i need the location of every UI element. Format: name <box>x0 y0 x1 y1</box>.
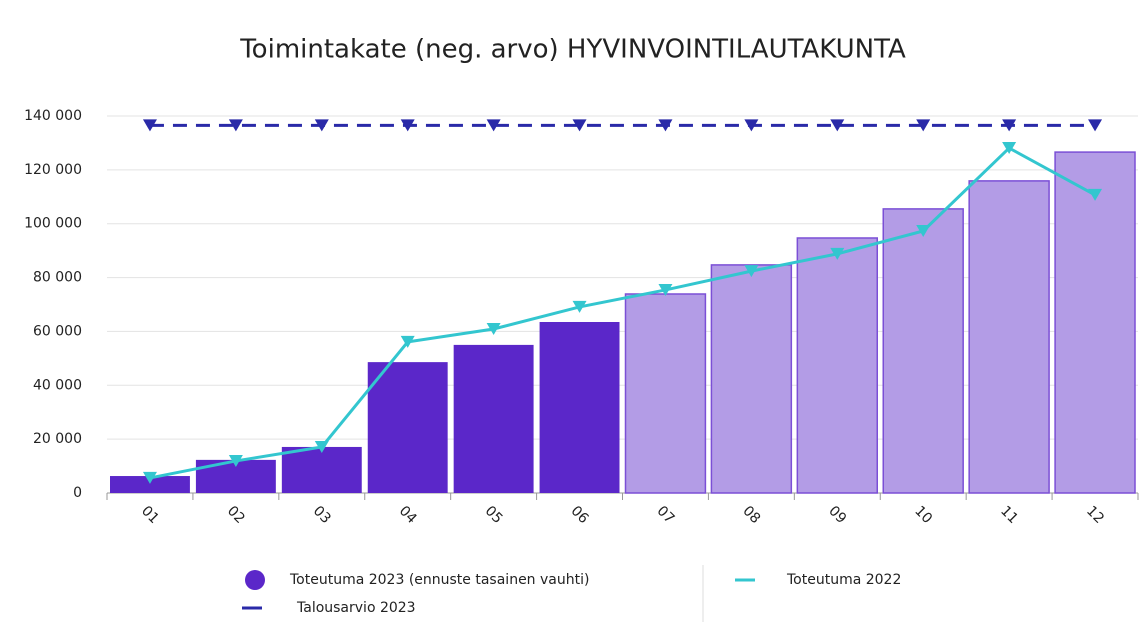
x-tick-label: 03 <box>310 503 334 527</box>
line-marker <box>314 440 329 453</box>
bar <box>110 476 190 493</box>
y-tick-label: 60 000 <box>33 323 82 339</box>
bar <box>367 362 448 493</box>
line-marker <box>916 224 931 237</box>
line-marker <box>228 119 243 132</box>
legend-label: Toteutuma 2023 (ennuste tasainen vauhti) <box>289 572 589 588</box>
x-tick-label: 10 <box>911 503 935 527</box>
x-tick-label: 07 <box>653 503 677 527</box>
y-tick-label: 0 <box>73 485 82 501</box>
x-tick-label: 08 <box>739 503 763 527</box>
line-marker <box>658 283 673 296</box>
x-tick-label: 11 <box>997 503 1021 527</box>
line <box>149 146 1096 480</box>
line-marker <box>1088 188 1103 201</box>
bar <box>624 293 707 494</box>
line-marker <box>142 471 157 484</box>
x-tick-label: 09 <box>825 503 849 527</box>
line-marker <box>830 119 845 132</box>
line-marker <box>744 265 759 278</box>
line-marker <box>314 119 329 132</box>
x-tick-label: 06 <box>568 503 592 527</box>
bar <box>710 264 793 494</box>
x-tick-label: 04 <box>396 503 420 527</box>
line-marker <box>1088 119 1103 132</box>
bar <box>539 322 620 493</box>
line-marker <box>400 119 415 132</box>
y-tick-label: 140 000 <box>24 108 82 124</box>
y-tick-label: 120 000 <box>24 162 82 178</box>
line-marker <box>486 323 501 336</box>
bar <box>968 180 1050 494</box>
chart-title: Toimintakate (neg. arvo) HYVINVOINTILAUT… <box>239 35 906 65</box>
line-marker <box>400 335 415 348</box>
bar <box>281 446 362 493</box>
line-marker <box>658 119 673 132</box>
bar <box>882 208 964 494</box>
bar <box>796 237 878 494</box>
line-marker <box>572 119 587 132</box>
line-marker <box>744 119 759 132</box>
y-tick-label: 100 000 <box>24 216 82 232</box>
line-marker <box>916 119 931 132</box>
bar <box>453 344 534 493</box>
legend-label: Toteutuma 2022 <box>786 572 901 588</box>
y-tick-label: 40 000 <box>33 377 82 393</box>
line-marker <box>1002 119 1017 132</box>
y-tick-label: 20 000 <box>33 431 82 447</box>
line-marker <box>486 119 501 132</box>
x-tick-label: 02 <box>224 503 248 527</box>
bar <box>1054 151 1136 494</box>
y-tick-label: 80 000 <box>33 270 82 286</box>
line-marker <box>1002 142 1017 155</box>
legend-label: Talousarvio 2023 <box>296 600 416 616</box>
line-marker <box>142 119 157 132</box>
x-tick-label: 05 <box>482 503 506 527</box>
x-tick-label: 12 <box>1083 503 1107 527</box>
x-tick-label: 01 <box>138 503 162 527</box>
line-marker <box>228 454 243 467</box>
line-marker <box>830 247 845 260</box>
legend-marker <box>245 570 265 590</box>
line-marker <box>572 300 587 313</box>
